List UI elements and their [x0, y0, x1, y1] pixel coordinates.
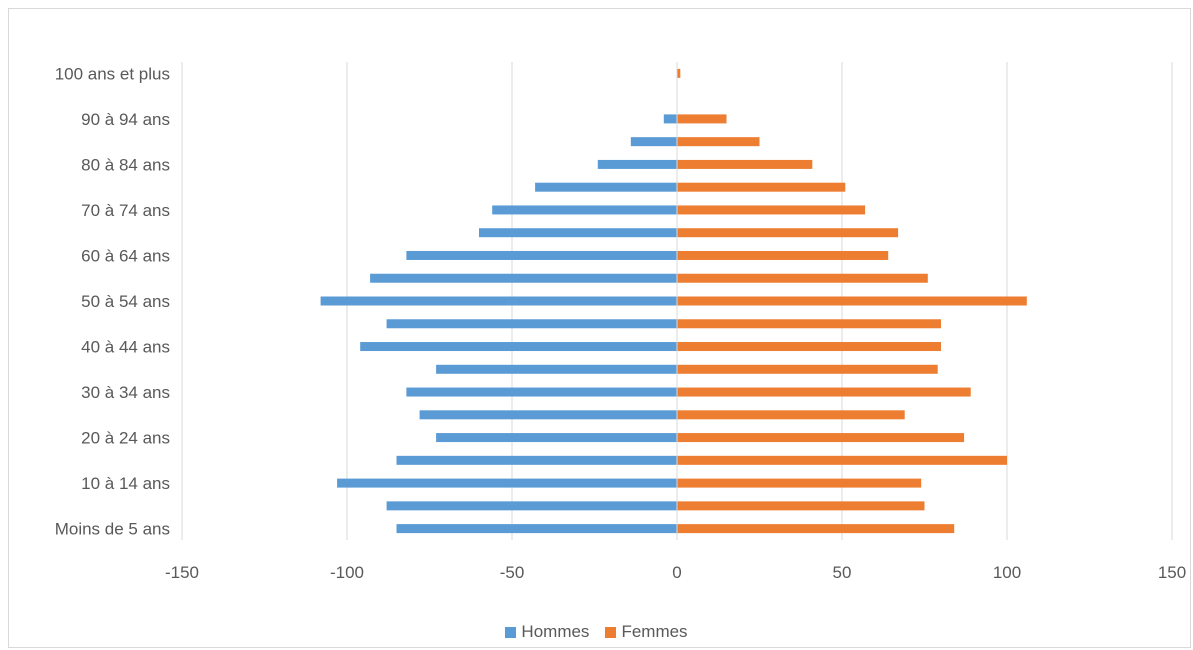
bar-hommes-8 — [360, 342, 677, 352]
y-tick-label-10: 50 à 54 ans — [81, 292, 170, 311]
bar-femmes-20 — [677, 68, 681, 78]
y-tick-label-6: 30 à 34 ans — [81, 383, 170, 402]
bar-femmes-13 — [677, 228, 899, 238]
legend-swatch-femmes — [605, 626, 617, 638]
bar-femmes-5 — [677, 410, 905, 420]
y-tick-label-8: 40 à 44 ans — [81, 338, 170, 357]
y-tick-label-20: 100 ans et plus — [55, 64, 170, 83]
bar-hommes-6 — [406, 387, 677, 397]
bar-femmes-0 — [677, 524, 955, 534]
x-tick-label-2: -50 — [500, 563, 525, 582]
x-tick-label-1: -100 — [330, 563, 364, 582]
bar-hommes-3 — [396, 455, 677, 465]
bar-femmes-7 — [677, 364, 938, 374]
legend-item-hommes: Hommes — [505, 622, 589, 642]
bar-hommes-16 — [597, 159, 677, 169]
y-tick-label-14: 70 à 74 ans — [81, 201, 170, 220]
x-tick-label-5: 100 — [993, 563, 1021, 582]
bar-hommes-0 — [396, 524, 677, 534]
bar-femmes-1 — [677, 501, 925, 511]
legend-item-femmes: Femmes — [605, 622, 688, 642]
bar-hommes-10 — [320, 296, 677, 306]
bar-femmes-10 — [677, 296, 1027, 306]
bar-hommes-2 — [337, 478, 677, 488]
bar-femmes-15 — [677, 182, 846, 192]
bar-femmes-12 — [677, 250, 889, 260]
bar-hommes-9 — [386, 319, 677, 329]
x-tick-label-4: 50 — [833, 563, 852, 582]
bar-hommes-14 — [492, 205, 677, 215]
legend: Hommes Femmes — [0, 620, 1193, 644]
population-pyramid-chart: -150 -100 -50 0 50 100 150 Moins de 5 ans 10 à 1… — [55, 62, 1186, 582]
bar-hommes-7 — [436, 364, 677, 374]
bar-femmes-9 — [677, 319, 941, 329]
y-tick-label-16: 80 à 84 ans — [81, 155, 170, 174]
bar-femmes-17 — [677, 137, 760, 147]
bar-hommes-13 — [479, 228, 677, 238]
bar-hommes-15 — [535, 182, 677, 192]
legend-label-hommes: Hommes — [521, 622, 590, 641]
bar-femmes-11 — [677, 273, 928, 283]
bar-femmes-16 — [677, 159, 813, 169]
bar-hommes-11 — [370, 273, 677, 283]
bar-femmes-2 — [677, 478, 922, 488]
x-tick-label-3: 0 — [672, 563, 681, 582]
bar-femmes-14 — [677, 205, 866, 215]
bar-femmes-6 — [677, 387, 971, 397]
legend-swatch-hommes — [505, 626, 517, 638]
bar-femmes-8 — [677, 342, 941, 352]
bar-femmes-3 — [677, 455, 1007, 465]
bar-hommes-18 — [663, 114, 677, 124]
bar-hommes-17 — [630, 137, 677, 147]
bar-hommes-1 — [386, 501, 677, 511]
y-tick-label-12: 60 à 64 ans — [81, 246, 170, 265]
x-tick-label-0: -150 — [165, 563, 199, 582]
bar-femmes-4 — [677, 433, 965, 443]
x-tick-label-6: 150 — [1158, 563, 1186, 582]
bar-hommes-4 — [436, 433, 677, 443]
bar-hommes-5 — [419, 410, 677, 420]
y-tick-label-18: 90 à 94 ans — [81, 110, 170, 129]
y-tick-label-2: 10 à 14 ans — [81, 474, 170, 493]
y-tick-label-0: Moins de 5 ans — [55, 520, 170, 539]
y-tick-label-4: 20 à 24 ans — [81, 429, 170, 448]
legend-label-femmes: Femmes — [621, 622, 688, 641]
bar-femmes-18 — [677, 114, 727, 124]
bar-hommes-12 — [406, 250, 677, 260]
